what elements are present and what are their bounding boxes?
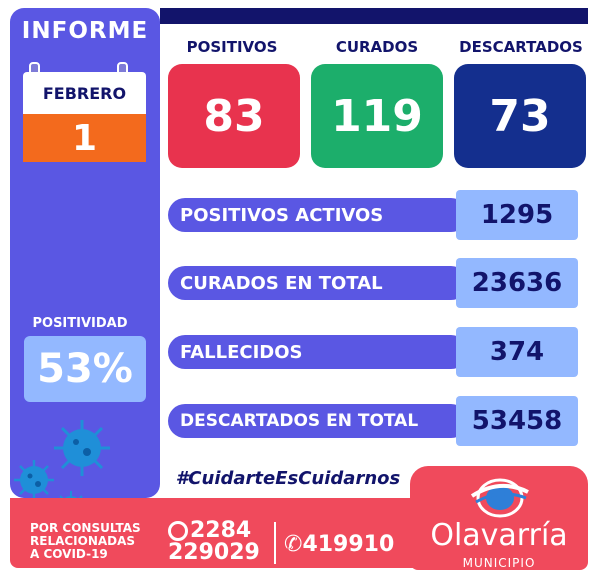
positivity-label: POSITIVIDAD: [32, 316, 128, 331]
calendar-date: FEBRERO 1: [23, 62, 146, 162]
total-discarded-value: 53458: [456, 396, 578, 446]
phone-divider: [274, 522, 276, 564]
whatsapp-phone[interactable]: 2284 229029: [168, 520, 260, 564]
virus-icon: [14, 460, 54, 500]
discarded-value: 73: [454, 64, 586, 168]
positive-label: POSITIVOS: [186, 38, 278, 56]
brand-subtitle: MUNICIPIO: [462, 556, 536, 570]
total-cured-label: CURADOS EN TOTAL: [168, 266, 468, 300]
hashtag: #CuidarteEsCuidarnos: [175, 468, 401, 489]
whatsapp-phone-line2: 229029: [168, 540, 260, 565]
report-title: INFORME: [21, 18, 149, 44]
phone-icon: ✆: [284, 532, 303, 557]
consult-text: POR CONSULTAS RELACIONADAS A COVID-19: [30, 522, 141, 561]
brand-name: Olavarría: [430, 518, 568, 553]
deceased-label: FALLECIDOS: [168, 335, 468, 369]
active-positive-label: POSITIVOS ACTIVOS: [168, 198, 468, 232]
total-cured-value: 23636: [456, 258, 578, 308]
olavarria-logo-icon: [470, 478, 529, 518]
positivity-value: 53%: [24, 336, 146, 402]
deceased-value: 374: [456, 327, 578, 377]
consult-line: RELACIONADAS: [30, 534, 136, 548]
consult-line: POR CONSULTAS: [30, 521, 141, 535]
cured-label: CURADOS: [335, 38, 419, 56]
calendar-month: FEBRERO: [23, 72, 146, 114]
calendar-day: 1: [23, 114, 146, 162]
top-bar: [160, 8, 588, 24]
discarded-label: DESCARTADOS: [459, 38, 583, 56]
whatsapp-phone-line1: 2284: [190, 518, 252, 543]
consult-line: A COVID-19: [30, 547, 108, 561]
landline-phone[interactable]: ✆419910: [284, 532, 394, 557]
positive-value: 83: [168, 64, 300, 168]
total-discarded-label: DESCARTADOS EN TOTAL: [168, 404, 468, 438]
virus-icon: [54, 420, 110, 476]
logo-panel: [410, 466, 588, 570]
landline-number: 419910: [302, 532, 395, 557]
whatsapp-icon: [168, 521, 188, 541]
cured-value: 119: [311, 64, 443, 168]
active-positive-value: 1295: [456, 190, 578, 240]
